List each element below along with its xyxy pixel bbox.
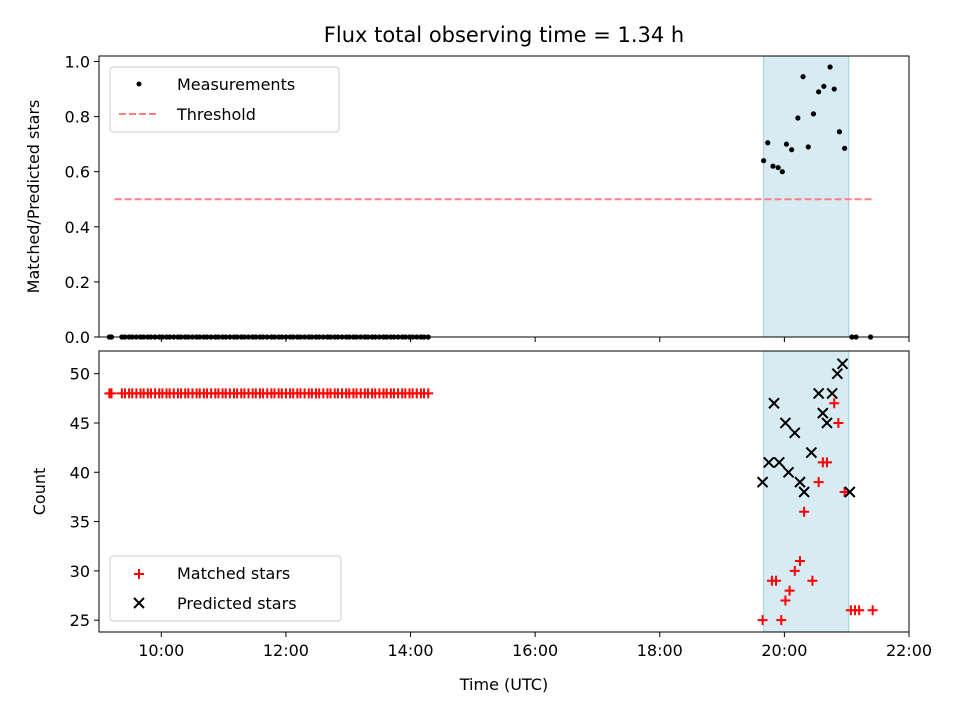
bottom-panel-frame (98, 350, 910, 633)
measurement-point (761, 158, 767, 164)
matched-stars-point (776, 615, 787, 626)
measurement-point (831, 86, 837, 92)
y-tick-label: 30 (70, 562, 90, 581)
y-tick-label: 40 (70, 463, 90, 482)
legend-label-threshold: Threshold (176, 105, 256, 124)
y-tick-label: 0.4 (65, 218, 90, 237)
matched-stars-point (807, 575, 818, 586)
matched-stars-point (821, 457, 832, 468)
measurement-point (800, 74, 806, 80)
y-tick-label: 0.0 (65, 328, 90, 347)
bottom-panel: 10:00 12:00 14:00 16:00 18:00 20:00 22:00 25 30 3… (30, 350, 932, 694)
predicted-stars-point (821, 417, 833, 429)
top-panel-frame (98, 55, 910, 338)
bottom-panel-legend-box (109, 555, 342, 622)
predicted-stars-point (812, 387, 825, 400)
predicted-stars-point (782, 466, 795, 478)
y-tick-label: 45 (70, 414, 90, 433)
highlight-span-top (763, 55, 850, 338)
matched-stars-point (780, 595, 791, 606)
legend-label-measurements: Measurements (177, 75, 295, 94)
measurement-point (816, 89, 822, 95)
matched-stars-point (839, 486, 850, 497)
legend-symbol-predicted-stars (133, 597, 145, 609)
matched-stars-point (757, 615, 768, 626)
matched-stars-point (813, 477, 824, 488)
measurement-point (805, 144, 811, 150)
matched-stars-point (106, 388, 117, 399)
predicted-stars-point (844, 486, 856, 498)
bottom-panel-legend: Matched stars Predicted stars (109, 555, 342, 622)
top-panel-ylabel: Matched/Predicted stars (24, 100, 43, 294)
x-tick-label: 22:00 (886, 641, 932, 660)
predicted-stars-point (773, 456, 785, 469)
measurement-point (765, 140, 771, 146)
predicted-stars-point (756, 476, 769, 488)
y-tick-label: 0.6 (65, 163, 90, 182)
predicted-stars-point (817, 407, 829, 419)
legend-x-mark (133, 597, 145, 609)
y-tick-label: 35 (70, 513, 90, 532)
measurement-point (810, 111, 817, 117)
matched-stars-point (867, 605, 878, 616)
predicted-stars-point (768, 397, 780, 409)
x-tick-label: 18:00 (637, 641, 683, 660)
top-panel-legend: Measurements Threshold (109, 66, 340, 133)
matched-stars-point (794, 556, 805, 567)
measurement-point (836, 129, 843, 135)
measurement-point (795, 115, 801, 121)
y-tick-label: 25 (70, 611, 90, 630)
measurement-point (821, 83, 827, 89)
chart-title: Flux total observing time = 1.34 h (324, 23, 684, 47)
matched-stars-point (829, 398, 840, 409)
measurement-point (770, 163, 776, 169)
predicted-stars-point (794, 476, 806, 488)
measurement-point (783, 141, 790, 147)
x-tick-label: 14:00 (387, 641, 433, 660)
highlight-span-bottom (763, 350, 850, 633)
measurement-point (827, 64, 833, 70)
legend-symbol-measurements (136, 81, 142, 87)
predicted-stars-point (831, 367, 844, 380)
x-tick-label: 10:00 (138, 641, 184, 660)
measurement-point (775, 164, 781, 171)
x-tick-label: 16:00 (512, 641, 558, 660)
measurement-point (779, 169, 785, 175)
predicted-stars-point (798, 486, 810, 498)
legend-plus-mark (134, 569, 144, 579)
legend-label-predicted-stars: Predicted stars (177, 594, 297, 613)
legend-symbol-matched-stars (134, 569, 144, 579)
matched-stars-point (854, 605, 865, 616)
x-axis-label: Time (UTC) (459, 675, 548, 694)
matched-stars-point (833, 417, 844, 428)
bottom-panel-marks (104, 358, 878, 626)
predicted-stars-point (826, 387, 838, 400)
predicted-stars-point (789, 427, 801, 439)
measurement-point (842, 145, 848, 151)
x-tick-label: 12:00 (263, 641, 309, 660)
predicted-stars-point (836, 358, 849, 370)
measurement-point (789, 147, 795, 153)
y-tick-label: 0.2 (65, 273, 90, 292)
legend-label-matched-stars: Matched stars (177, 564, 290, 583)
matched-stars-point (423, 388, 434, 399)
matched-stars-point (771, 575, 782, 586)
top-panel-legend-box (109, 66, 340, 133)
bottom-panel-ticks: 10:00 12:00 14:00 16:00 18:00 20:00 22:00 25 30 3… (70, 365, 932, 660)
y-tick-label: 50 (70, 365, 90, 384)
y-tick-label: 0.8 (65, 108, 90, 127)
x-tick-label: 20:00 (761, 641, 807, 660)
bottom-panel-ylabel: Count (30, 468, 49, 516)
matched-stars-point (799, 506, 810, 517)
matched-stars-point (789, 565, 800, 576)
predicted-stars-point (763, 456, 775, 469)
top-panel: 0.0 0.2 0.4 0.6 0.8 1.0 Matched/Predicted sta… (24, 53, 910, 347)
predicted-stars-point (779, 417, 792, 429)
top-panel-ticks: 0.0 0.2 0.4 0.6 0.8 1.0 (65, 53, 910, 347)
predicted-stars-point (805, 446, 818, 459)
y-tick-label: 1.0 (65, 53, 90, 72)
matched-stars-point (784, 585, 795, 596)
